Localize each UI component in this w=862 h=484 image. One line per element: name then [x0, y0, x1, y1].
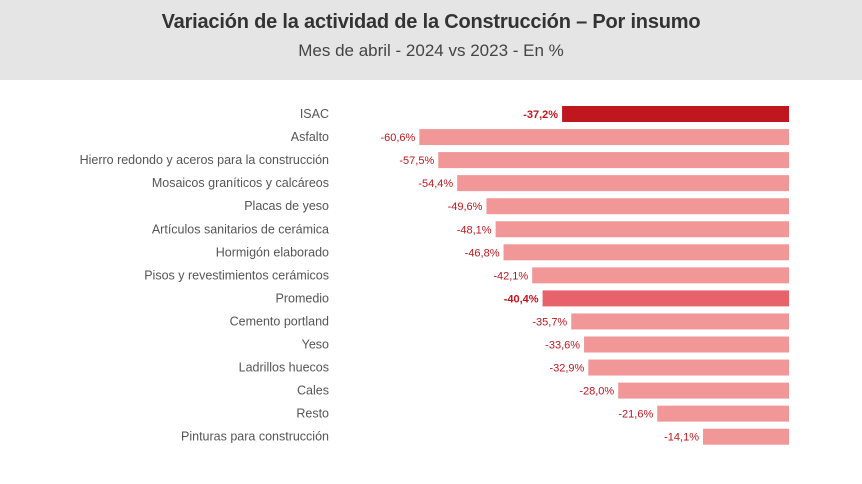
value-label-4: -49,6%: [448, 201, 483, 213]
category-label-5: Artículos sanitarios de cerámica: [152, 222, 329, 236]
bar-6: [503, 244, 789, 261]
value-label-14: -14,1%: [664, 432, 699, 444]
bar-2: [438, 152, 789, 169]
value-label-10: -33,6%: [545, 340, 580, 352]
chart-title: Variación de la actividad de la Construc…: [161, 11, 701, 33]
value-label-9: -35,7%: [532, 316, 567, 328]
category-label-2: Hierro redondo y aceros para la construc…: [80, 153, 329, 167]
category-label-11: Ladrillos huecos: [239, 361, 329, 375]
bar-3: [457, 175, 789, 192]
bar-7: [532, 267, 789, 284]
bar-14: [702, 428, 789, 445]
category-label-1: Asfalto: [291, 130, 329, 144]
bar-1: [419, 129, 789, 146]
bar-5: [495, 221, 789, 238]
value-label-2: -57,5%: [399, 155, 434, 167]
bar-11: [588, 359, 789, 376]
category-label-6: Hormigón elaborado: [216, 245, 329, 259]
value-label-8: -40,4%: [504, 293, 539, 305]
value-label-1: -60,6%: [380, 132, 415, 144]
value-label-7: -42,1%: [493, 270, 528, 282]
bar-0: [562, 106, 789, 122]
value-label-12: -28,0%: [579, 386, 614, 398]
value-label-13: -21,6%: [618, 409, 653, 421]
category-label-8: Promedio: [276, 291, 330, 305]
bar-4: [486, 198, 789, 215]
category-label-13: Resto: [296, 407, 329, 421]
category-label-4: Placas de yeso: [244, 199, 329, 213]
chart-subtitle: Mes de abril - 2024 vs 2023 - En %: [298, 41, 564, 60]
bar-9: [571, 313, 789, 330]
bar-10: [584, 336, 789, 353]
category-label-3: Mosaicos graníticos y calcáreos: [152, 176, 329, 190]
category-label-9: Cemento portland: [230, 314, 329, 328]
category-label-0: ISAC: [300, 107, 329, 121]
value-label-11: -32,9%: [549, 363, 584, 375]
bar-13: [657, 405, 789, 422]
value-label-5: -48,1%: [457, 224, 492, 236]
category-label-7: Pisos y revestimientos cerámicos: [144, 268, 329, 282]
chart-header: Variación de la actividad de la Construc…: [0, 0, 862, 80]
bar-12: [618, 382, 789, 399]
value-label-0: -37,2%: [523, 109, 558, 121]
category-label-12: Cales: [297, 384, 329, 398]
value-label-6: -46,8%: [465, 247, 500, 259]
category-label-10: Yeso: [302, 338, 329, 352]
category-label-14: Pinturas para construcción: [181, 430, 329, 444]
value-label-3: -54,4%: [418, 178, 453, 190]
bar-8: [542, 290, 789, 307]
